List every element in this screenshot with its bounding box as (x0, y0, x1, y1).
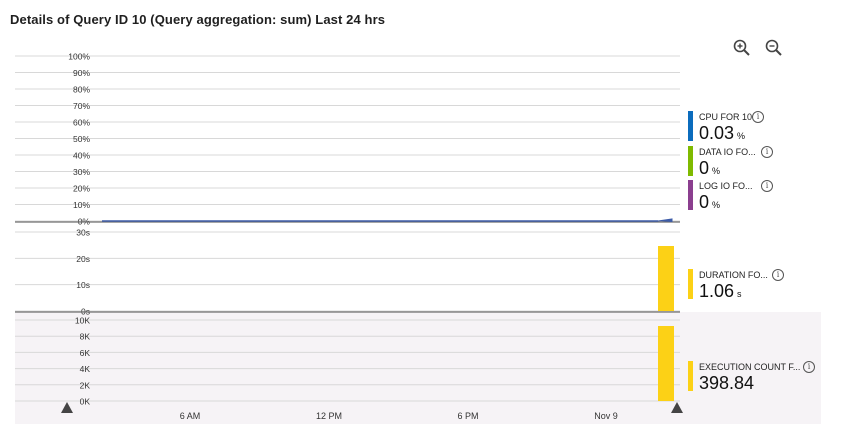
execution-tick-label: 0K (80, 397, 91, 407)
time-range-handle[interactable] (671, 402, 683, 413)
metric-unit: % (712, 166, 721, 176)
metric-unit: % (737, 131, 746, 141)
info-icon[interactable]: i (772, 269, 784, 281)
metric-value: 0 (699, 192, 710, 212)
zoom-in-icon[interactable] (732, 38, 752, 58)
metric-value: 0.03 (699, 123, 735, 143)
page-title: Details of Query ID 10 (Query aggregatio… (10, 12, 386, 27)
percent-tick-label: 70% (73, 101, 90, 111)
metric-color-bar (688, 111, 693, 141)
metric-value: 1.06 (699, 281, 735, 301)
percent-tick-label: 40% (73, 151, 90, 161)
execution-tick-label: 4K (80, 364, 91, 374)
metric-label: DURATION FO... (699, 270, 768, 280)
cpu-series-spike (657, 218, 673, 222)
metric-label: EXECUTION COUNT F... (699, 362, 801, 372)
duration-bar (658, 246, 674, 311)
execution-panel-background (15, 312, 821, 424)
info-icon[interactable]: i (752, 111, 764, 123)
x-axis-label: Nov 9 (594, 411, 618, 421)
percent-tick-label: 80% (73, 85, 90, 95)
metric-color-bar (688, 180, 693, 210)
execution-tick-label: 8K (80, 332, 91, 342)
metric-value: 398.84 (699, 373, 755, 393)
percent-tick-label: 20% (73, 184, 90, 194)
metric-color-bar (688, 146, 693, 176)
percent-tick-label: 10% (73, 200, 90, 210)
x-axis-label: 6 PM (457, 411, 478, 421)
percent-tick-label: 90% (73, 68, 90, 78)
metric-label: CPU FOR 10 (699, 112, 753, 122)
percent-tick-label: 50% (73, 134, 90, 144)
metric-color-bar (688, 269, 693, 299)
percent-tick-label: 100% (68, 52, 90, 62)
info-icon[interactable]: i (761, 180, 773, 192)
info-icon[interactable]: i (761, 146, 773, 158)
metric-unit: s (737, 289, 742, 299)
duration-tick-label: 10s (76, 280, 90, 290)
metric-unit: % (712, 200, 721, 210)
zoom-out-icon[interactable] (764, 38, 784, 58)
metric-label: LOG IO FO... (699, 181, 753, 191)
x-axis-label: 6 AM (180, 411, 201, 421)
execution-tick-label: 2K (80, 380, 91, 390)
percent-tick-label: 30% (73, 167, 90, 177)
metric-label: DATA IO FO... (699, 147, 756, 157)
metric-color-bar (688, 361, 693, 391)
percent-tick-label: 60% (73, 118, 90, 128)
info-icon[interactable]: i (803, 361, 815, 373)
execution-tick-label: 10K (75, 316, 90, 326)
x-axis-label: 12 PM (316, 411, 342, 421)
execution-tick-label: 6K (80, 348, 91, 358)
execution-count-bar (658, 326, 674, 401)
duration-tick-label: 20s (76, 254, 90, 264)
metric-value: 0 (699, 158, 710, 178)
time-range-handle[interactable] (61, 402, 73, 413)
duration-tick-label: 30s (76, 228, 90, 238)
